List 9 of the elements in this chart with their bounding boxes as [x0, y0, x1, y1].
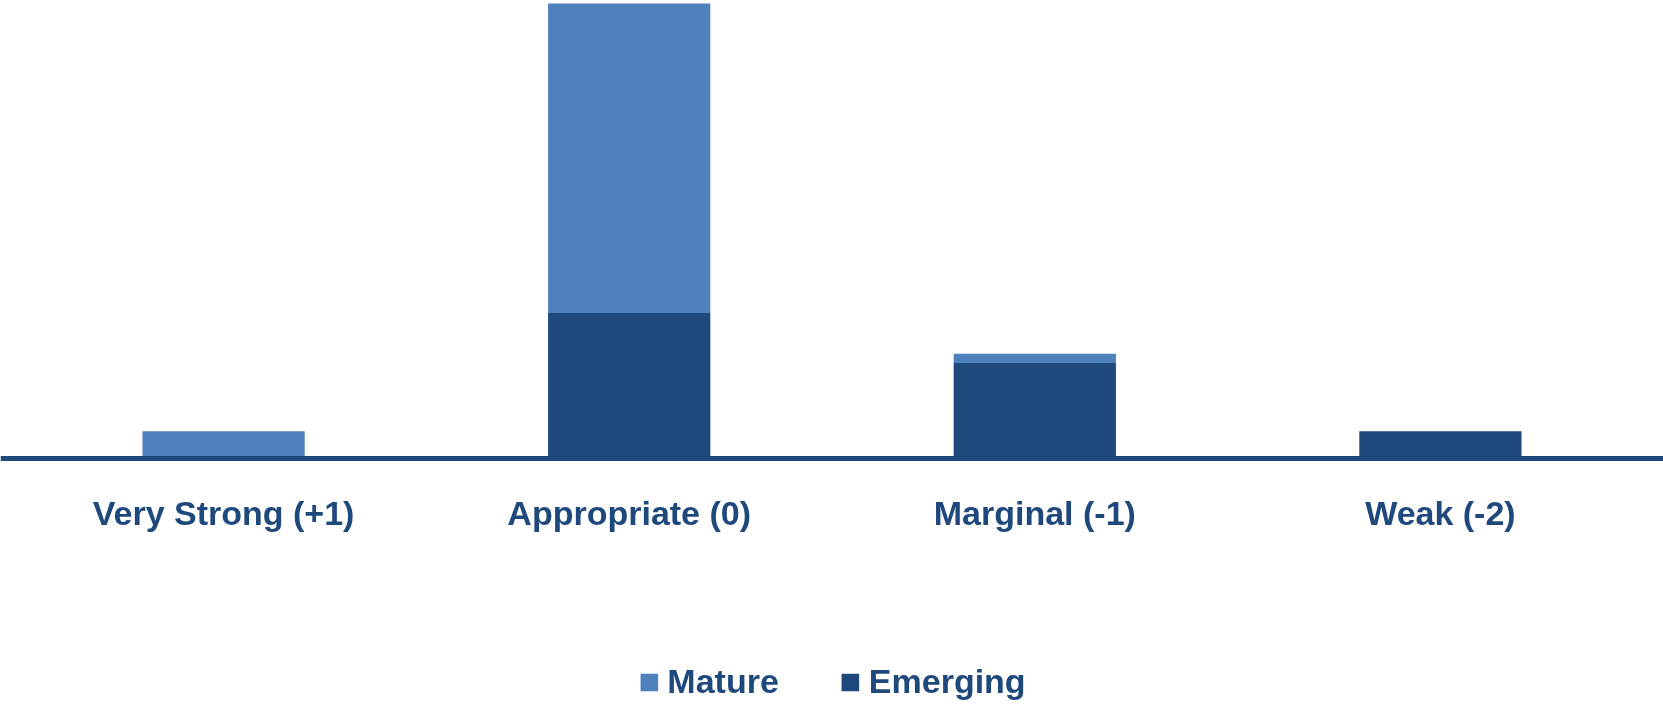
bar [953, 353, 1116, 363]
legend-label: Emerging [868, 662, 1026, 701]
x-tick-label: Marginal (-1) [933, 493, 1136, 532]
bar [548, 3, 711, 313]
x-tick-label: Weak (-2) [1365, 493, 1516, 532]
x-tick-label: Very Strong (+1) [92, 493, 355, 532]
x-tick-label: Appropriate (0) [507, 493, 752, 532]
legend-label: Mature [667, 662, 779, 701]
bar [142, 431, 305, 459]
